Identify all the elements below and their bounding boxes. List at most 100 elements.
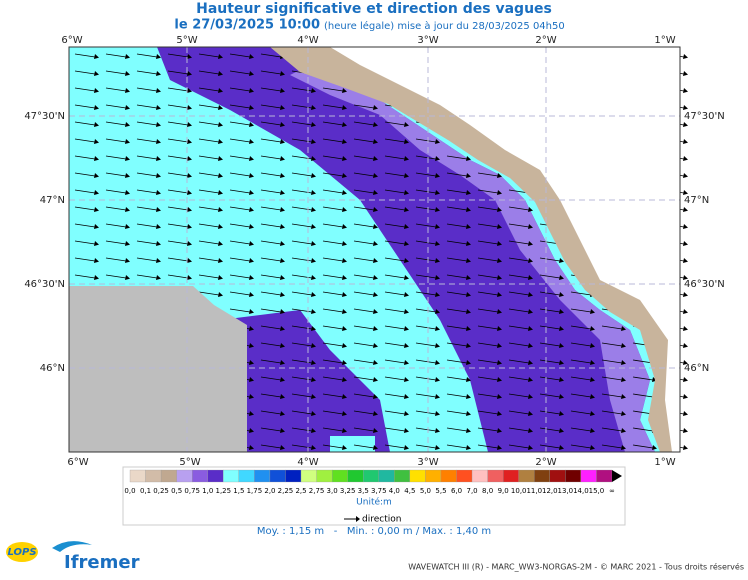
wave-arrow: [570, 376, 592, 381]
wave-arrow: [446, 240, 468, 245]
wave-arrow: [229, 240, 251, 245]
wave-arrow-head: [280, 309, 285, 314]
wave-arrow-head: [373, 377, 378, 382]
wave-arrow: [353, 172, 375, 177]
wave-arrow-head: [342, 88, 347, 93]
wave-arrow-head: [497, 173, 502, 178]
wave-arrow-head: [683, 411, 688, 416]
wave-arrow: [167, 87, 189, 92]
wave-arrow: [539, 342, 561, 347]
wave-arrow: [601, 393, 623, 398]
wave-arrow-head: [435, 173, 440, 178]
color-swatch: [425, 469, 442, 483]
wave-arrow-head: [125, 275, 130, 280]
wave-arrow: [105, 87, 127, 92]
wave-arrow: [74, 155, 96, 160]
wave-arrow-head: [435, 360, 440, 365]
wave-arrow-head: [404, 258, 409, 263]
direction-arrow-head: [356, 516, 360, 522]
wave-arrow: [508, 325, 530, 330]
wave-arrow-head: [683, 207, 688, 212]
wave-arrow-head: [218, 241, 223, 246]
wave-arrow-head: [466, 207, 471, 212]
wave-arrow-head: [280, 326, 285, 331]
wave-arrow-head: [683, 428, 688, 433]
lon-label: 4°W: [297, 35, 318, 46]
wave-arrow: [291, 223, 313, 228]
lon-label: 3°W: [417, 35, 438, 46]
wave-arrow-head: [311, 428, 316, 433]
wave-arrow-head: [590, 411, 595, 416]
wave-arrow-head: [497, 190, 502, 195]
color-swatch: [487, 469, 504, 483]
wave-arrow-head: [249, 394, 254, 399]
wave-arrow: [353, 359, 375, 364]
wave-arrow-head: [187, 105, 192, 110]
wave-arrow-head: [249, 241, 254, 246]
wave-arrow-head: [683, 343, 688, 348]
wave-arrow-head: [497, 360, 502, 365]
wave-arrow: [353, 291, 375, 296]
wave-arrow-head: [528, 241, 533, 246]
wave-arrow-head: [590, 343, 595, 348]
wave-arrow: [353, 240, 375, 245]
wave-arrow-head: [125, 54, 130, 59]
wave-arrow-head: [280, 139, 285, 144]
color-swatch: [596, 469, 613, 483]
wave-arrow-head: [466, 394, 471, 399]
wave-arrow: [353, 138, 375, 143]
wave-arrow-head: [373, 207, 378, 212]
wave-arrow-head: [218, 139, 223, 144]
wave-arrow-head: [683, 224, 688, 229]
wave-arrow: [291, 87, 313, 92]
wave-arrow-head: [218, 54, 223, 59]
wave-arrow-head: [373, 292, 378, 297]
wave-arrow: [136, 155, 158, 160]
wave-arrow-head: [311, 343, 316, 348]
wave-arrow-head: [280, 88, 285, 93]
wave-arrow-head: [218, 173, 223, 178]
wave-arrow: [477, 325, 499, 330]
wave-arrow: [415, 308, 437, 313]
wave-arrow-head: [435, 377, 440, 382]
wave-arrow-head: [683, 156, 688, 161]
colorbar-label: 15,0: [589, 487, 605, 495]
stats: Moy. : 1,15 m - Min. : 0,00 m / Max. : 1…: [257, 526, 491, 537]
lops-logo: [6, 542, 38, 562]
wave-arrow-head: [342, 377, 347, 382]
wave-arrow: [105, 240, 127, 245]
wave-arrow: [229, 138, 251, 143]
wave-arrow: [136, 240, 158, 245]
lon-label: 1°W: [654, 35, 675, 46]
wave-arrow-head: [187, 54, 192, 59]
wave-arrow: [384, 376, 406, 381]
wave-arrow: [384, 172, 406, 177]
wave-arrow-head: [497, 343, 502, 348]
wave-arrow-head: [497, 275, 502, 280]
wave-arrow-head: [621, 411, 626, 416]
wave-arrow-head: [683, 394, 688, 399]
wave-zone: [157, 47, 655, 452]
wave-arrow-head: [497, 241, 502, 246]
wave-arrow-head: [435, 190, 440, 195]
wave-arrow: [198, 189, 220, 194]
wave-arrow: [322, 155, 344, 160]
wave-arrow: [229, 172, 251, 177]
wave-arrow: [508, 308, 530, 313]
wave-arrow-head: [497, 224, 502, 229]
lon-label: 6°W: [61, 35, 82, 46]
wave-arrow-head: [373, 173, 378, 178]
wave-arrow-head: [373, 428, 378, 433]
wave-arrow-head: [435, 411, 440, 416]
wave-arrow-head: [683, 71, 688, 76]
wave-arrow: [384, 121, 406, 126]
wave-arrow: [260, 87, 282, 92]
wave-arrow-head: [125, 105, 130, 110]
wave-arrow: [477, 427, 499, 432]
wave-arrow: [570, 393, 592, 398]
wave-arrow: [322, 359, 344, 364]
wave-arrow: [446, 206, 468, 211]
wave-arrow-head: [311, 122, 316, 127]
wave-arrow: [384, 257, 406, 262]
wave-arrow: [353, 325, 375, 330]
